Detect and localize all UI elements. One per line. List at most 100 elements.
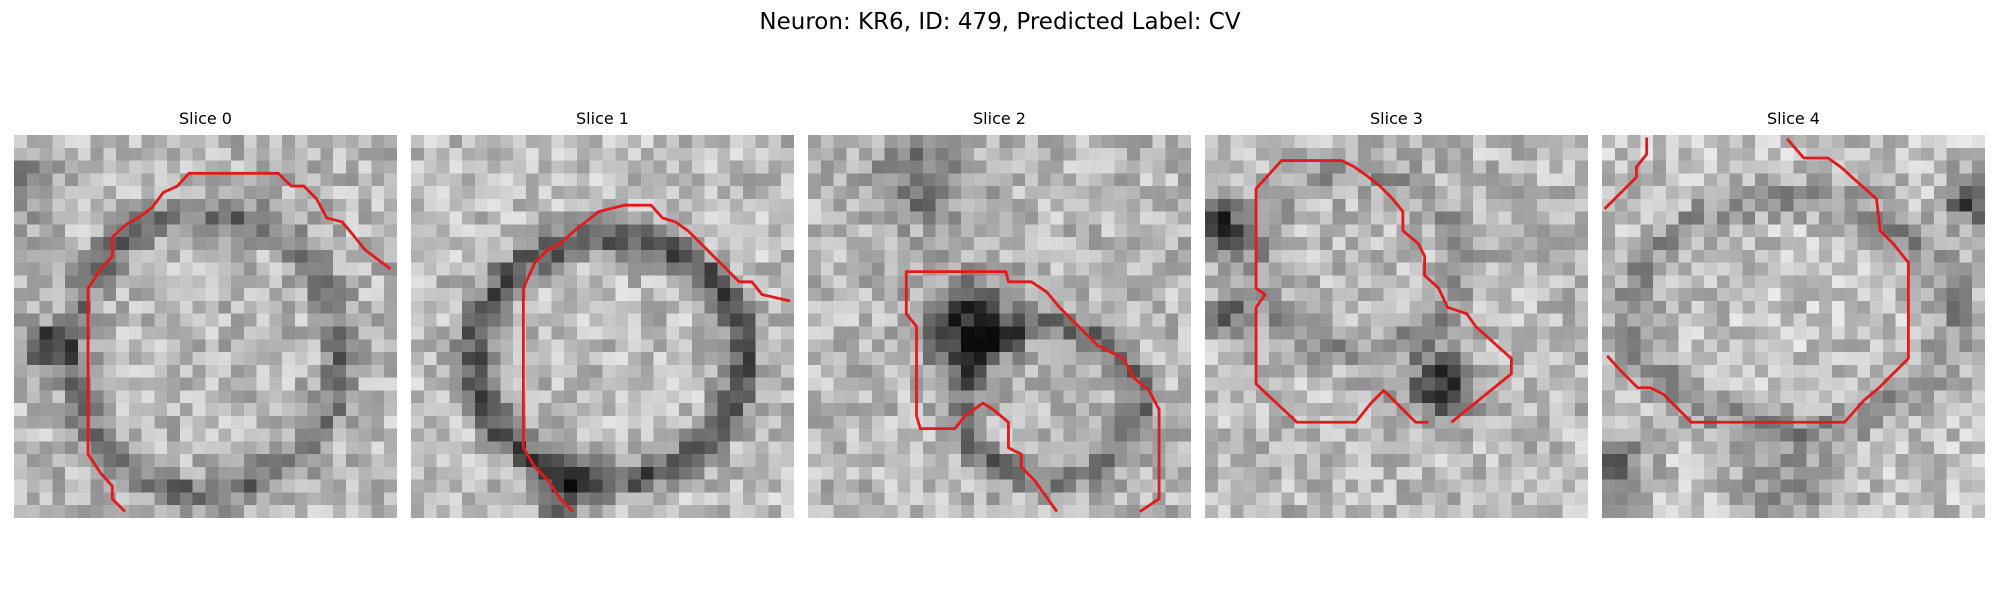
pixel [193,327,206,340]
pixel [821,365,834,378]
pixel [1628,339,1641,352]
pixel [743,288,756,301]
pixel [1256,199,1269,212]
pixel [1051,173,1064,186]
pixel [1282,327,1295,340]
pixel [756,173,769,186]
pixel [1231,492,1244,505]
pixel [577,161,590,174]
pixel [1640,365,1653,378]
pixel [846,378,859,391]
pixel [1358,339,1371,352]
pixel [1345,288,1358,301]
pixel [424,161,437,174]
pixel [781,199,794,212]
pixel [1089,301,1102,314]
pixel [449,429,462,442]
pixel [1511,161,1524,174]
pixel [1845,441,1858,454]
pixel [78,186,91,199]
pixel [1602,429,1615,442]
pixel [872,224,885,237]
pixel [1524,263,1537,276]
pixel [1742,403,1755,416]
pixel [551,288,564,301]
pixel [603,339,616,352]
pixel [654,390,667,403]
pixel [1012,339,1025,352]
pixel [1025,390,1038,403]
pixel [1781,492,1794,505]
pixel [384,314,397,327]
pixel [1691,339,1704,352]
pixel [1205,403,1218,416]
pixel [885,365,898,378]
pixel [371,224,384,237]
pixel [193,250,206,263]
pixel [961,135,974,148]
pixel [1562,224,1575,237]
pixel [679,173,692,186]
pixel [52,365,65,378]
pixel [692,275,705,288]
pixel [1063,314,1076,327]
pixel [1781,314,1794,327]
pixel [551,467,564,480]
pixel [513,492,526,505]
pixel [1448,135,1461,148]
pixel [231,250,244,263]
pixel [1691,173,1704,186]
pixel [1422,237,1435,250]
pixel [885,224,898,237]
pixel [987,505,1000,518]
pixel [1063,135,1076,148]
pixel [1575,275,1588,288]
pixel [1717,275,1730,288]
pixel [1473,480,1486,493]
pixel [808,327,821,340]
pixel [1178,199,1191,212]
pixel [1025,403,1038,416]
pixel [1550,148,1563,161]
pixel [1883,339,1896,352]
pixel [1063,403,1076,416]
pixel [1704,403,1717,416]
pixel [717,135,730,148]
pixel [116,429,129,442]
pixel [948,467,961,480]
pixel [167,352,180,365]
pixel [923,301,936,314]
pixel [1755,390,1768,403]
pixel [1345,212,1358,225]
pixel [244,161,257,174]
pixel [1422,480,1435,493]
pixel [180,492,193,505]
pixel [206,339,219,352]
pixel [1218,314,1231,327]
pixel [692,339,705,352]
pixel [1000,492,1013,505]
pixel [1819,467,1832,480]
pixel [1051,416,1064,429]
pixel [1076,352,1089,365]
pixel [1371,429,1384,442]
pixel [1679,429,1692,442]
pixel [666,199,679,212]
pixel [500,403,513,416]
pixel [475,212,488,225]
pixel [1333,505,1346,518]
pixel [859,429,872,442]
pixel [961,237,974,250]
pixel [129,416,142,429]
pixel [1717,467,1730,480]
pixel [1870,441,1883,454]
pixel [846,301,859,314]
pixel [1742,429,1755,442]
pixel [346,288,359,301]
pixel [1679,250,1692,263]
pixel [1730,454,1743,467]
pixel [846,237,859,250]
pixel [1845,339,1858,352]
pixel [1371,237,1384,250]
pixel [116,327,129,340]
